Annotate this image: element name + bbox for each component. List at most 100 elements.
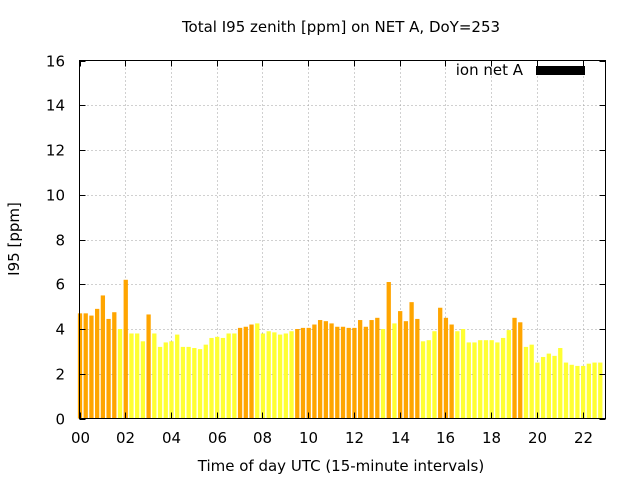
bar bbox=[220, 337, 226, 419]
bar bbox=[295, 329, 300, 419]
bar bbox=[495, 342, 500, 419]
x-tick-label: 06 bbox=[208, 429, 227, 447]
bar bbox=[209, 337, 214, 419]
bar bbox=[237, 327, 243, 419]
y-tick-label: 4 bbox=[55, 321, 65, 339]
bar bbox=[140, 341, 146, 419]
bar bbox=[392, 323, 397, 419]
bar bbox=[163, 342, 168, 419]
bar bbox=[512, 317, 517, 419]
x-tick-label: 02 bbox=[116, 429, 135, 447]
bar bbox=[375, 317, 380, 419]
bar bbox=[100, 295, 106, 419]
bar bbox=[580, 365, 586, 419]
bar bbox=[317, 320, 323, 419]
bar bbox=[518, 322, 523, 419]
x-tick-label: 20 bbox=[528, 429, 547, 447]
y-tick-label: 16 bbox=[46, 53, 65, 71]
bar bbox=[369, 320, 374, 419]
chart-title: Total I95 zenith [ppm] on NET A, DoY=253 bbox=[181, 18, 500, 36]
bar bbox=[398, 311, 403, 419]
bar bbox=[192, 348, 197, 419]
bar bbox=[272, 332, 277, 419]
bar bbox=[443, 317, 449, 419]
x-tick-label: 22 bbox=[574, 429, 593, 447]
bar bbox=[306, 327, 311, 419]
bar bbox=[438, 307, 443, 419]
plot-frame bbox=[79, 60, 606, 419]
bar bbox=[598, 362, 603, 419]
x-tick-label: 14 bbox=[391, 429, 410, 447]
bar bbox=[146, 314, 151, 419]
y-tick-label: 0 bbox=[55, 411, 65, 429]
bar bbox=[335, 326, 340, 419]
bar bbox=[358, 320, 363, 419]
x-tick-label: 08 bbox=[253, 429, 272, 447]
bar bbox=[135, 333, 140, 419]
bar-layer bbox=[77, 279, 603, 419]
bar bbox=[203, 344, 208, 419]
bar bbox=[489, 340, 494, 419]
bar bbox=[129, 333, 134, 419]
bar bbox=[432, 331, 437, 419]
bar bbox=[89, 315, 94, 419]
bar bbox=[312, 324, 317, 419]
bar bbox=[529, 344, 534, 419]
bar bbox=[112, 312, 117, 419]
bar bbox=[157, 346, 163, 419]
bar bbox=[266, 331, 271, 419]
bar bbox=[552, 355, 557, 419]
legend: ion net A bbox=[456, 61, 585, 79]
bar bbox=[95, 308, 100, 419]
bar bbox=[460, 329, 466, 419]
bar bbox=[523, 346, 529, 419]
bar bbox=[586, 363, 591, 419]
bar bbox=[283, 333, 288, 419]
bar bbox=[558, 348, 563, 419]
bar bbox=[226, 333, 231, 419]
y-tick-label: 10 bbox=[46, 187, 65, 205]
bar bbox=[152, 333, 157, 419]
bar bbox=[197, 349, 203, 419]
bar bbox=[77, 313, 83, 419]
x-tick-label: 12 bbox=[345, 429, 364, 447]
bar bbox=[215, 336, 220, 419]
bar bbox=[249, 324, 254, 419]
bar bbox=[403, 321, 409, 419]
bar bbox=[255, 323, 260, 419]
y-axis-label: I95 [ppm] bbox=[5, 202, 23, 276]
legend-label: ion net A bbox=[456, 61, 524, 79]
x-tick-label: 04 bbox=[162, 429, 181, 447]
bar bbox=[175, 334, 180, 419]
bar bbox=[106, 318, 111, 419]
bar bbox=[352, 327, 357, 419]
bar bbox=[123, 279, 128, 419]
y-tick-label: 12 bbox=[46, 142, 65, 160]
y-tick-label: 8 bbox=[55, 232, 65, 250]
bar bbox=[169, 341, 174, 419]
tick-layer bbox=[79, 60, 606, 420]
bar bbox=[363, 326, 369, 419]
bar bbox=[420, 341, 426, 419]
y-tick-label: 6 bbox=[55, 276, 65, 294]
bar bbox=[540, 356, 546, 419]
bar bbox=[180, 346, 186, 419]
bar bbox=[546, 353, 551, 419]
bar bbox=[380, 329, 386, 419]
bar bbox=[563, 362, 569, 419]
bar bbox=[466, 342, 471, 419]
y-tick-label: 2 bbox=[55, 366, 65, 384]
bar bbox=[260, 333, 266, 419]
bar bbox=[575, 365, 580, 419]
bar bbox=[329, 323, 334, 419]
bar bbox=[117, 329, 123, 419]
bar bbox=[506, 330, 511, 419]
bar bbox=[340, 326, 346, 419]
bar bbox=[186, 346, 191, 419]
bar bbox=[323, 321, 328, 419]
x-tick-label: 18 bbox=[482, 429, 501, 447]
x-tick-label: 10 bbox=[299, 429, 318, 447]
bar bbox=[415, 318, 420, 419]
